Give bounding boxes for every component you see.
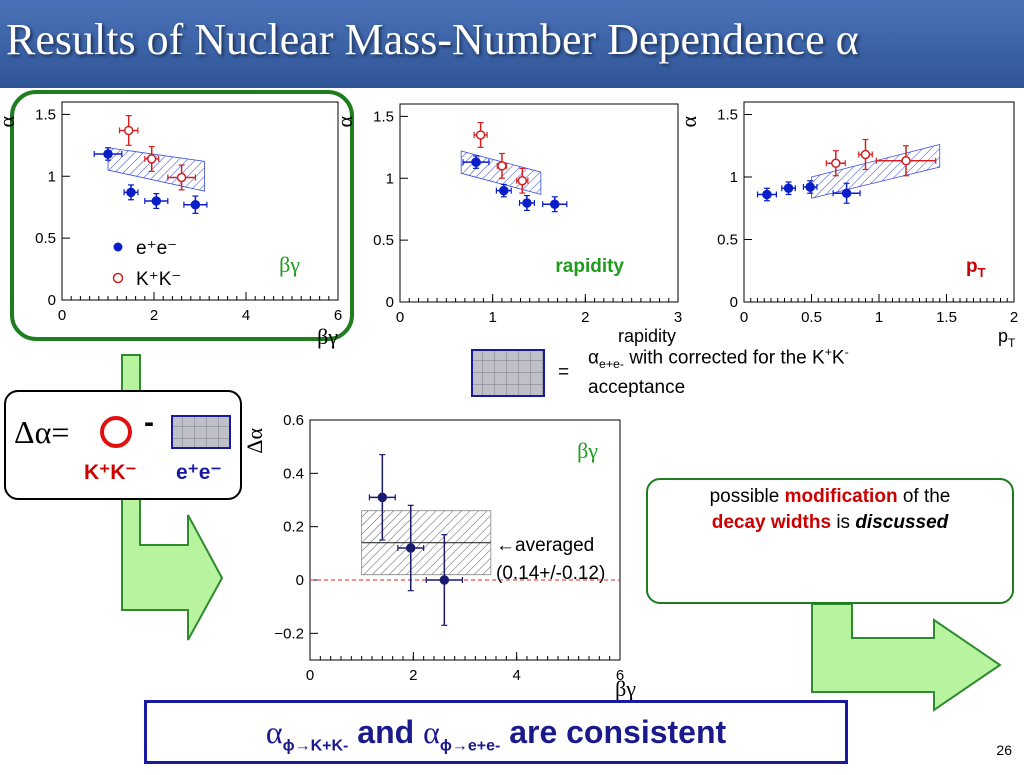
x-tick-label: 6: [334, 307, 342, 324]
data-point: [516, 167, 529, 194]
title-bar: Results of Nuclear Mass-Number Dependenc…: [0, 0, 1024, 88]
legend-kk-label: K⁺K⁻: [136, 269, 181, 290]
y-axis-label: α: [332, 116, 357, 128]
data-point: [183, 195, 208, 214]
x-axis-label: rapidity: [618, 326, 676, 346]
x-axis-label: βγ: [317, 324, 338, 349]
x-tick-label: 0: [396, 309, 404, 326]
data-point: [802, 180, 818, 194]
x-tick-label: 6: [616, 667, 624, 684]
chart-alpha-vs-betagamma: 0 2 4 6 0 0.5 1 1.5 α βγ βγ e⁺e⁻ K⁺K⁻: [0, 101, 342, 349]
averaged-annotation: ←averaged (0.14+/-0.12): [496, 535, 606, 584]
alpha-symbol: α: [588, 347, 599, 369]
y-tick-label: 1: [730, 169, 738, 186]
x-axis-label: pT: [998, 326, 1016, 350]
panel-label: βγ: [279, 252, 300, 277]
x-tick-label: 2: [150, 307, 158, 324]
data-point: [496, 152, 508, 179]
panel-label: pT: [966, 256, 986, 280]
delta-formula-box: Δα= - K⁺K⁻ e⁺e⁻: [4, 390, 242, 500]
delta-kk-label: K⁺K⁻: [84, 461, 137, 484]
legend-kk-marker: [112, 272, 124, 284]
systematic-band: [811, 143, 941, 199]
y-tick-label: 1.5: [373, 108, 394, 125]
x-tick-label: 2: [581, 309, 589, 326]
y-tick-label: 1: [48, 168, 56, 185]
data-point: [542, 196, 568, 213]
chart-delta-alpha: 0 2 4 6 −0.2 0 0.2 0.4 0.6 Δα βγ βγ: [242, 412, 636, 701]
x-tick-label: 2: [409, 667, 417, 684]
x-tick-label: 4: [512, 667, 520, 684]
slide-title: Results of Nuclear Mass-Number Dependenc…: [6, 15, 859, 64]
x-tick-label: 2: [1010, 309, 1018, 326]
x-tick-label: 1.5: [936, 309, 957, 326]
data-point: [167, 164, 196, 191]
legend-ee-label: e⁺e⁻: [136, 238, 177, 259]
y-tick-label: 1.5: [717, 107, 738, 124]
data-point: [368, 454, 396, 541]
conclusion-box: αϕ→K+K- and αϕ→e+e- are consistent: [144, 700, 848, 764]
x-tick-label: 0: [306, 667, 314, 684]
x-tick-label: 4: [242, 307, 250, 324]
legend-ee-marker: [113, 242, 123, 252]
chart-alpha-vs-rapidity: 0 1 2 3 0 0.5 1 1.5 α rapidity rapidity: [332, 103, 682, 346]
data-point: [123, 184, 139, 201]
y-tick-label: 0: [730, 294, 738, 311]
x-axis-label: βγ: [615, 676, 636, 701]
y-axis-label: α: [0, 116, 19, 128]
y-tick-label: 0.5: [35, 230, 56, 247]
y-tick-label: 0: [386, 294, 394, 311]
x-tick-label: 0: [740, 309, 748, 326]
y-axis-label: α: [676, 116, 701, 128]
data-point: [756, 187, 778, 202]
y-tick-label: 0.2: [283, 519, 304, 536]
data-point: [462, 155, 490, 169]
ee-grid-icon: [171, 415, 231, 449]
data-point: [875, 145, 937, 177]
data-point: [858, 138, 873, 171]
data-point: [425, 534, 464, 626]
delta-lhs: Δα=: [14, 414, 70, 450]
data-point: [825, 150, 846, 177]
plot-frame: [399, 103, 679, 303]
data-point: [397, 504, 425, 592]
data-point: [93, 147, 123, 161]
acceptance-swatch: [471, 349, 545, 397]
data-point: [495, 183, 512, 198]
data-point: [518, 194, 535, 212]
x-tick-label: 1: [875, 309, 883, 326]
data-point: [832, 182, 861, 204]
x-tick-label: 1: [488, 309, 496, 326]
data-point: [781, 181, 796, 196]
y-tick-label: 1.5: [35, 106, 56, 123]
acceptance-note: αe+e- with corrected for the K+K- accept…: [588, 345, 849, 399]
delta-minus: -: [144, 406, 154, 439]
y-tick-label: 0.5: [373, 232, 394, 249]
panel-label: βγ: [577, 438, 598, 463]
data-point: [144, 145, 160, 172]
highlight-frame: [10, 90, 354, 341]
data-point: [118, 115, 139, 146]
delta-ee-label: e⁺e⁻: [176, 461, 222, 484]
message-box: possible modification of the decay width…: [646, 478, 1014, 604]
y-tick-label: −0.2: [274, 625, 304, 642]
chart-alpha-vs-pt: 0 0.5 1 1.5 2 0 0.5 1 1.5 α pT pT: [676, 101, 1018, 350]
acceptance-eq: =: [558, 362, 570, 383]
y-tick-label: 0: [48, 292, 56, 309]
y-tick-label: 0.5: [717, 232, 738, 249]
y-tick-label: 0: [296, 572, 304, 589]
x-tick-label: 0: [58, 307, 66, 324]
x-tick-label: 3: [674, 309, 682, 326]
data-point: [144, 192, 169, 210]
x-tick-label: 0.5: [801, 309, 822, 326]
data-point: [473, 121, 488, 148]
y-axis-label: Δα: [242, 428, 267, 454]
y-tick-label: 0.6: [283, 412, 304, 429]
page-number: 26: [996, 742, 1012, 758]
y-tick-label: 1: [386, 170, 394, 187]
kk-circle-icon: [100, 416, 132, 448]
y-tick-label: 0.4: [283, 465, 304, 482]
systematic-band: [107, 147, 206, 192]
panel-label: rapidity: [555, 256, 624, 277]
